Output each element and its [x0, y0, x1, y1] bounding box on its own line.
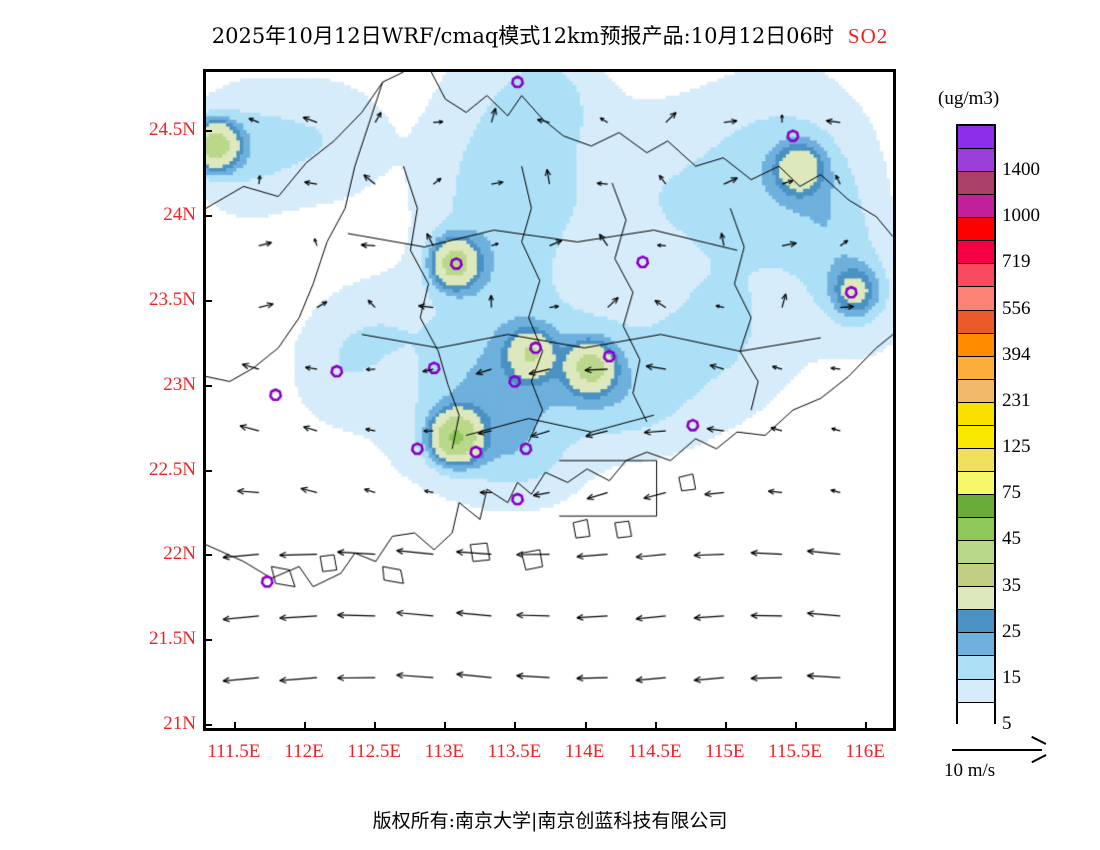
lat-tick-mark — [203, 384, 212, 387]
colorbar-tick-label: 231 — [1002, 389, 1031, 411]
colorbar-band — [958, 379, 994, 403]
lat-tick-label: 22N — [163, 543, 196, 565]
colorbar-band — [958, 495, 994, 519]
lon-tick-mark — [724, 722, 727, 731]
colorbar-band — [958, 633, 994, 657]
colorbar-band — [958, 448, 994, 472]
lon-tick-mark — [233, 722, 236, 731]
colorbar-band — [958, 518, 994, 542]
lat-tick-label: 22.5N — [149, 458, 196, 480]
forecast-map-plot[interactable] — [203, 69, 896, 731]
colorbar-tick-label: 125 — [1002, 436, 1031, 458]
lon-tick-label: 116E — [845, 741, 885, 762]
lat-tick-mark — [203, 724, 212, 727]
colorbar-band — [958, 679, 994, 703]
colorbar-band — [958, 656, 994, 680]
colorbar-tick-label: 45 — [1002, 528, 1021, 550]
wind-scale-label: 10 m/s — [944, 760, 996, 781]
colorbar-band — [958, 702, 994, 726]
lon-tick-label: 115.5E — [768, 741, 822, 762]
lon-tick-label: 114.5E — [627, 741, 682, 762]
latitude-axis-labels: 24.5N 24N 23.5N 23N 22.5N 22N 21.5N 21N — [118, 0, 196, 850]
colorbar-tick-labels: 1400 1000 719 556 394 231 125 75 45 35 25 15 5 — [1002, 124, 1098, 734]
lat-tick-label: 24.5N — [149, 119, 196, 141]
page-title: 2025年10月12日WRF/cmaq模式12km预报产品:10月12日06时 S… — [0, 20, 1100, 50]
lon-tick-mark — [654, 722, 657, 731]
colorbar-band — [958, 241, 994, 265]
lon-tick-mark — [794, 722, 797, 731]
lon-tick-label: 111.5E — [207, 741, 261, 762]
colorbar-band — [958, 471, 994, 495]
colorbar-tick-label: 5 — [1002, 713, 1012, 734]
longitude-axis-labels: 111.5E 112E 112.5E 113E 113.5E 114E 114.5E 115E… — [0, 741, 1100, 771]
lat-tick-label: 23N — [163, 373, 196, 395]
colorbar-band — [958, 172, 994, 196]
colorbar-tick-label: 15 — [1002, 666, 1021, 688]
colorbar-tick-label: 719 — [1002, 251, 1031, 273]
title-species-label: SO2 — [847, 24, 889, 48]
lon-tick-mark — [304, 722, 306, 731]
colorbar-band — [958, 333, 994, 357]
colorbar-tick-label: 75 — [1002, 482, 1021, 504]
lon-tick-label: 114E — [564, 741, 605, 762]
colorbar-band — [958, 425, 994, 449]
colorbar-band — [958, 218, 994, 242]
lon-tick-label: 113.5E — [487, 741, 542, 762]
lon-tick-mark — [584, 722, 587, 731]
lat-tick-label: 21.5N — [149, 628, 196, 650]
lat-tick-label: 21N — [163, 713, 196, 735]
colorbar-band — [958, 287, 994, 311]
colorbar-band — [958, 195, 994, 219]
lat-tick-mark — [203, 469, 212, 472]
lon-tick-label: 113E — [424, 741, 464, 762]
colorbar-band — [958, 402, 994, 426]
lon-tick-mark — [514, 722, 517, 731]
lat-tick-mark — [203, 214, 212, 217]
lon-tick-mark — [865, 722, 868, 731]
lon-tick-mark — [444, 722, 447, 731]
lat-tick-mark — [203, 639, 212, 642]
lat-tick-label: 23.5N — [149, 288, 196, 310]
lon-tick-mark — [374, 722, 377, 731]
colorbar-band — [958, 126, 994, 150]
lat-tick-label: 24N — [163, 203, 196, 225]
colorbar-band — [958, 149, 994, 173]
lat-tick-mark — [203, 299, 212, 302]
colorbar-tick-label: 394 — [1002, 343, 1031, 365]
lat-tick-mark — [203, 554, 212, 557]
lon-tick-label: 112E — [284, 741, 324, 762]
wind-scale-legend: 10 m/s — [944, 735, 1094, 782]
colorbar-band — [958, 610, 994, 634]
concentration-field-canvas — [206, 72, 893, 728]
lon-tick-label: 115E — [705, 741, 745, 762]
colorbar-band — [958, 356, 994, 380]
colorbar-band — [958, 541, 994, 565]
colorbar-band — [958, 310, 994, 334]
colorbar-band — [958, 587, 994, 611]
colorbar-tick-label: 1000 — [1002, 205, 1040, 227]
copyright-footer: 版权所有:南京大学|南京创蓝科技有限公司 — [372, 810, 728, 832]
colorbar-tick-label: 35 — [1002, 574, 1021, 596]
title-main-text: 2025年10月12日WRF/cmaq模式12km预报产品:10月12日06时 — [211, 24, 834, 48]
colorbar-tick-label: 556 — [1002, 297, 1031, 319]
lon-tick-label: 112.5E — [347, 741, 401, 762]
wind-scale-arrow-icon — [952, 735, 1047, 763]
colorbar-band — [958, 564, 994, 588]
lat-tick-mark — [203, 130, 212, 133]
colorbar-tick-label: 1400 — [1002, 159, 1040, 181]
colorbar-band — [958, 264, 994, 288]
colorbar-tick-label: 25 — [1002, 620, 1021, 642]
colorbar-unit-label: (ug/m3) — [938, 88, 1000, 109]
colorbar[interactable] — [956, 124, 996, 726]
